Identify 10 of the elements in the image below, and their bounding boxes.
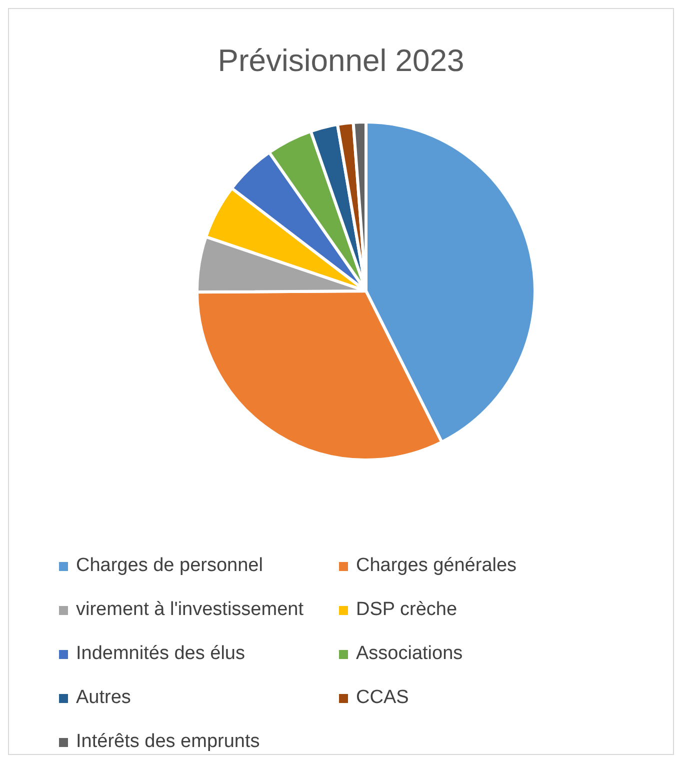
legend-label: Autres: [76, 687, 131, 709]
legend-label: Intérêts des emprunts: [76, 731, 260, 753]
chart-title: Prévisionnel 2023: [216, 42, 466, 80]
legend-label: Indemnités des élus: [76, 643, 245, 665]
legend-label: Charges de personnel: [76, 555, 263, 577]
legend-label: DSP crèche: [356, 599, 458, 621]
legend-label: Associations: [356, 643, 463, 665]
legend-label: Charges générales: [356, 555, 517, 577]
legend-label: virement à l'investissement: [76, 599, 304, 621]
legend-label: CCAS: [356, 687, 409, 709]
